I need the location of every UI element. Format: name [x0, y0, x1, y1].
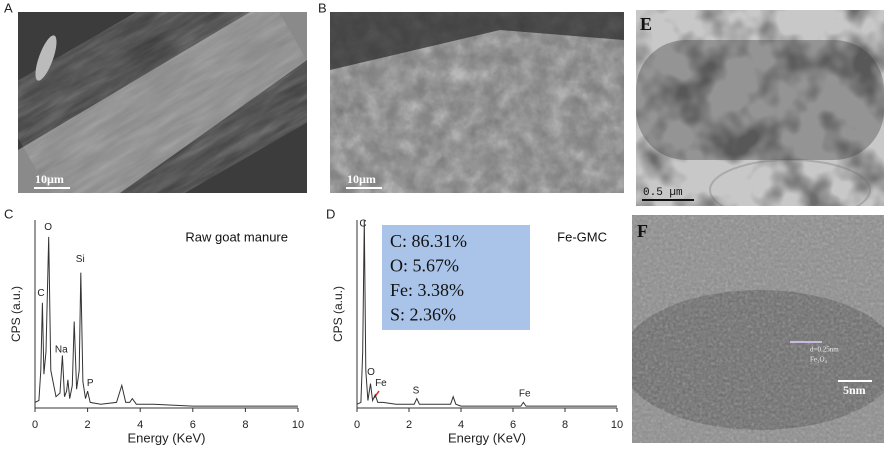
annotation: Fe₃O₄	[810, 356, 827, 364]
panel-label: D	[326, 206, 335, 221]
panel-label: C	[4, 206, 13, 221]
y-axis-label: CPS (a.u.)	[9, 286, 23, 342]
composition-text: Fe: 3.38%	[390, 280, 464, 300]
peak-label: Si	[76, 254, 85, 265]
peak-label: O	[367, 367, 375, 378]
sem-image	[330, 12, 624, 193]
composition-text: S: 2.36%	[390, 305, 456, 325]
scale-bar-label: 0.5 µm	[643, 187, 683, 199]
peak-label: Fe	[519, 389, 531, 400]
spectrum-line	[356, 219, 617, 407]
x-tick-label: 4	[458, 419, 464, 431]
tem-image	[636, 10, 884, 206]
annotation: d=0.25nm	[810, 346, 839, 354]
sem-image	[18, 12, 307, 193]
chart-title: Fe-GMC	[557, 229, 607, 244]
x-tick-label: 8	[562, 419, 568, 431]
x-tick-label: 6	[510, 419, 516, 431]
peak-label: S	[413, 386, 420, 397]
x-tick-label: 6	[190, 419, 196, 431]
x-tick-label: 4	[137, 419, 143, 431]
chart-title: Raw goat manure	[185, 229, 288, 244]
arrow	[373, 390, 380, 399]
peak-label: O	[44, 222, 52, 233]
scale-bar-label: 5nm	[843, 383, 866, 397]
panel-label: F	[637, 221, 648, 241]
panel-label: E	[640, 14, 652, 34]
spectrum-line	[34, 236, 298, 407]
tem-image	[632, 215, 884, 443]
scale-bar-label: 10µm	[35, 172, 64, 186]
peak-label: Fe	[375, 378, 387, 389]
x-axis-label: Energy (KeV)	[448, 430, 526, 445]
x-tick-label: 0	[32, 419, 38, 431]
panel-label: B	[318, 0, 327, 15]
x-tick-label: 10	[292, 419, 304, 431]
peak-label: C	[359, 218, 366, 229]
x-tick-label: 2	[406, 419, 412, 431]
composition-text: O: 5.67%	[390, 256, 459, 276]
y-axis-label: CPS (a.u.)	[331, 286, 345, 342]
panel-label: A	[4, 0, 13, 15]
composition-text: C: 86.31%	[390, 231, 467, 251]
peak-label: P	[87, 378, 94, 389]
x-tick-label: 0	[354, 419, 360, 431]
peak-label: Na	[55, 344, 68, 355]
x-tick-label: 10	[611, 419, 623, 431]
x-axis-label: Energy (KeV)	[127, 430, 205, 445]
x-tick-label: 2	[85, 419, 91, 431]
x-tick-label: 8	[242, 419, 248, 431]
scale-bar-label: 10µm	[347, 172, 376, 186]
composition-box	[382, 225, 530, 330]
peak-label: C	[37, 288, 44, 299]
